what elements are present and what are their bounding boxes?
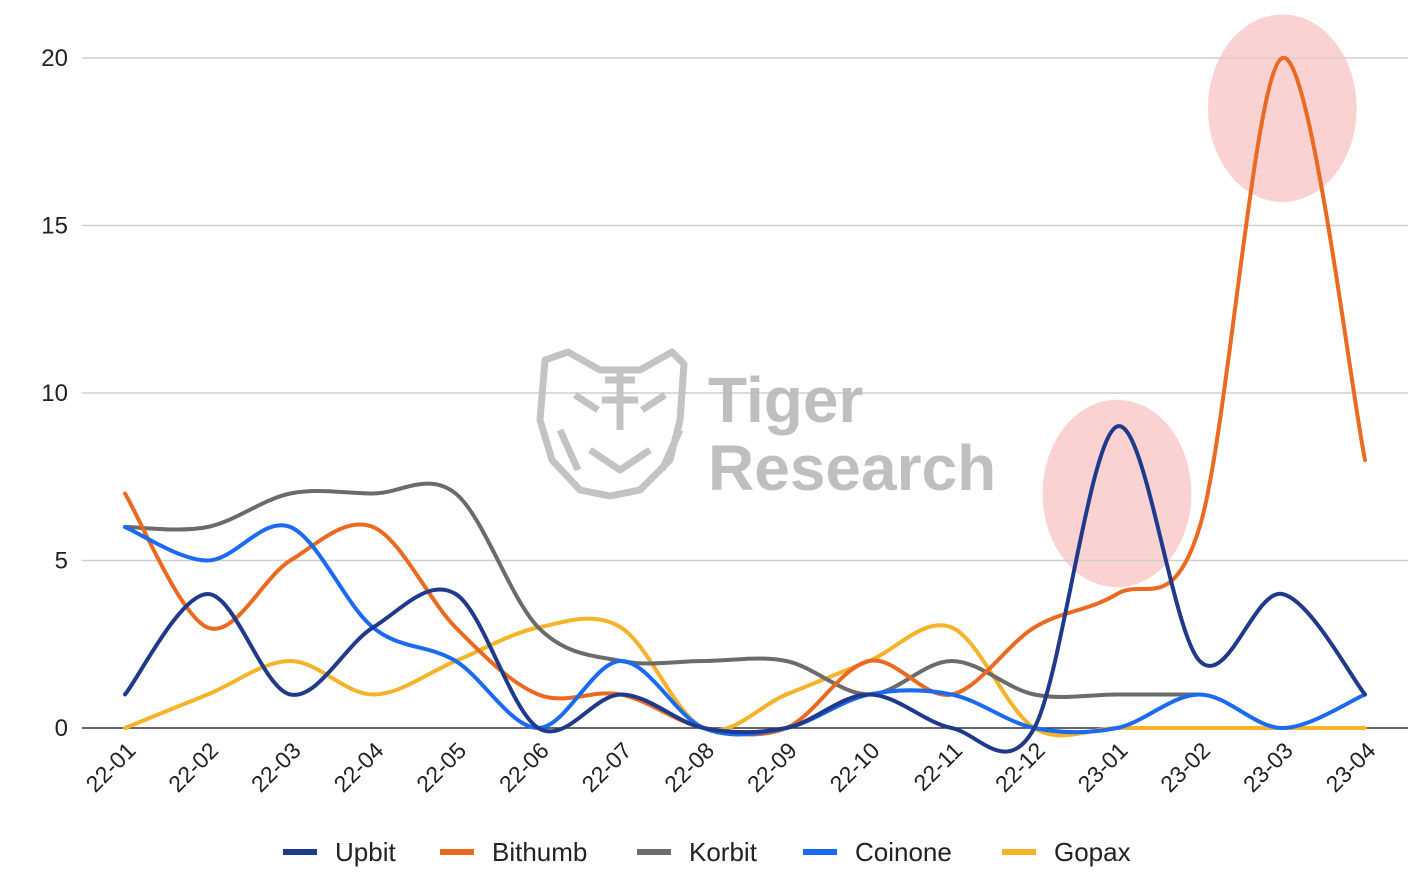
y-tick-label: 5 <box>55 548 68 575</box>
x-tick-label: 22-07 <box>577 737 637 797</box>
series-line-bithumb <box>123 55 1367 737</box>
x-tick-label: 22-10 <box>825 737 885 797</box>
x-tick-label: 23-02 <box>1155 737 1215 797</box>
watermark-line2: Research <box>708 432 996 504</box>
y-tick-label: 15 <box>41 213 68 240</box>
x-tick-label: 22-08 <box>659 737 719 797</box>
x-tick-label: 23-01 <box>1073 737 1133 797</box>
x-tick-label: 22-09 <box>742 737 802 797</box>
legend-label-gopax: Gopax <box>1054 837 1131 867</box>
x-tick-label: 22-01 <box>81 737 141 797</box>
series-line-korbit <box>123 481 1202 699</box>
highlight-circle <box>1207 14 1357 203</box>
watermark: Tiger Research <box>536 348 996 504</box>
y-tick-label: 10 <box>41 380 68 407</box>
y-axis-ticks: 0 5 10 15 20 <box>41 45 68 742</box>
legend-label-coinone: Coinone <box>855 837 952 867</box>
x-tick-label: 23-04 <box>1321 737 1381 797</box>
series-line-coinone <box>123 523 1367 737</box>
y-tick-label: 20 <box>41 45 68 72</box>
x-tick-label: 22-02 <box>163 737 223 797</box>
series-line-gopax <box>123 616 1367 738</box>
x-tick-label: 22-04 <box>329 737 389 797</box>
legend-label-bithumb: Bithumb <box>492 837 587 867</box>
legend-label-korbit: Korbit <box>689 837 758 867</box>
y-tick-label: 0 <box>55 715 68 742</box>
series-line-upbit <box>123 424 1367 754</box>
x-tick-label: 22-05 <box>411 737 471 797</box>
series-layer <box>123 55 1367 754</box>
x-tick-label: 22-03 <box>246 737 306 797</box>
tiger-logo-icon <box>536 348 688 500</box>
legend: Upbit Bithumb Korbit Coinone Gopax <box>283 837 1131 867</box>
x-tick-label: 22-06 <box>494 737 554 797</box>
x-axis-ticks: 22-01 22-02 22-03 22-04 22-05 22-06 22-07 22-08… <box>81 737 1381 797</box>
x-tick-label: 23-03 <box>1238 737 1298 797</box>
legend-label-upbit: Upbit <box>335 837 396 867</box>
watermark-line1: Tiger <box>708 364 863 436</box>
x-tick-label: 22-11 <box>908 737 967 796</box>
